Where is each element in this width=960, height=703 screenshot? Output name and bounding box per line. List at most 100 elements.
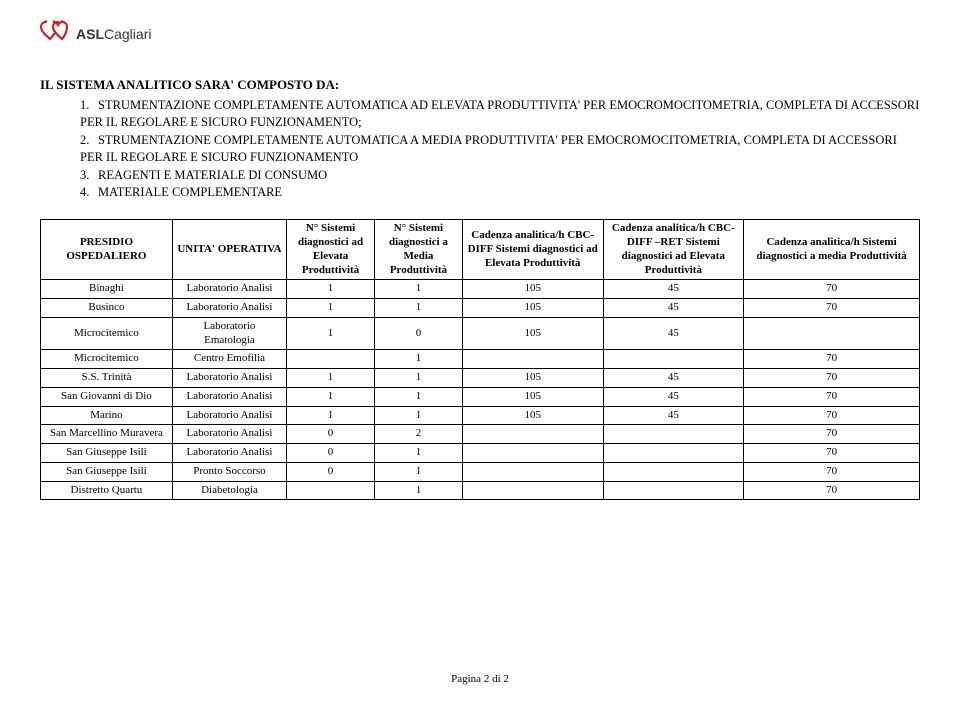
numbered-list: 1.STRUMENTAZIONE COMPLETAMENTE AUTOMATIC… — [40, 97, 920, 201]
header-logo: ASLCagliari — [40, 20, 920, 47]
cell: San Marcellino Muravera — [41, 425, 173, 444]
cell: Laboratorio Ematologia — [172, 317, 286, 350]
cell: S.S. Trinità — [41, 369, 173, 388]
cell: 70 — [744, 481, 920, 500]
logo-text: ASLCagliari — [76, 26, 151, 42]
th-cadenza-cbcdiff: Cadenza analitica/h CBC-DIFF Sistemi dia… — [462, 220, 603, 280]
page-footer: Pagina 2 di 2 — [0, 673, 960, 685]
list-item: 1.STRUMENTAZIONE COMPLETAMENTE AUTOMATIC… — [80, 97, 920, 131]
cell: 105 — [462, 299, 603, 318]
cell: 70 — [744, 369, 920, 388]
table-row: MicrocitemicoCentro Emofilia 1 70 — [41, 350, 920, 369]
cell: 1 — [375, 406, 463, 425]
cell: 1 — [287, 280, 375, 299]
list-num: 3. — [80, 167, 98, 184]
cell: Laboratorio Analisi — [172, 387, 286, 406]
cell: Laboratorio Analisi — [172, 425, 286, 444]
table-body: BinaghiLaboratorio Analisi111054570 Busi… — [41, 280, 920, 500]
list-text: REAGENTI E MATERIALE DI CONSUMO — [98, 168, 327, 182]
cell — [287, 481, 375, 500]
cell — [462, 444, 603, 463]
cell — [603, 444, 744, 463]
cell: Microcitemico — [41, 317, 173, 350]
cell: San Giovanni di Dio — [41, 387, 173, 406]
cell: 1 — [375, 350, 463, 369]
cell: 45 — [603, 280, 744, 299]
cell: 1 — [375, 462, 463, 481]
cell: San Giuseppe Isili — [41, 444, 173, 463]
cell — [603, 350, 744, 369]
cell — [603, 425, 744, 444]
table-row: BinaghiLaboratorio Analisi111054570 — [41, 280, 920, 299]
cell: 0 — [287, 444, 375, 463]
th-cadenza-ret: Cadenza analitica/h CBC-DIFF –RET Sistem… — [603, 220, 744, 280]
cell: 105 — [462, 406, 603, 425]
table-row: San Giovanni di DioLaboratorio Analisi11… — [41, 387, 920, 406]
table-row: MicrocitemicoLaboratorio Ematologia10105… — [41, 317, 920, 350]
th-unita: UNITA' OPERATIVA — [172, 220, 286, 280]
list-num: 4. — [80, 184, 98, 201]
cell: 70 — [744, 280, 920, 299]
logo-brand-bold: ASL — [76, 26, 104, 42]
list-num: 1. — [80, 97, 98, 114]
cell: Laboratorio Analisi — [172, 444, 286, 463]
cell: Laboratorio Analisi — [172, 406, 286, 425]
list-item: 4.MATERIALE COMPLEMENTARE — [80, 184, 920, 201]
cell: Laboratorio Analisi — [172, 369, 286, 388]
list-text: MATERIALE COMPLEMENTARE — [98, 185, 282, 199]
cell: San Giuseppe Isili — [41, 462, 173, 481]
cell: 1 — [375, 481, 463, 500]
cell: 45 — [603, 317, 744, 350]
table-row: San Giuseppe IsiliLaboratorio Analisi017… — [41, 444, 920, 463]
cell: 70 — [744, 425, 920, 444]
table-header-row: PRESIDIO OSPEDALIERO UNITA' OPERATIVA N°… — [41, 220, 920, 280]
cell: Distretto Quartu — [41, 481, 173, 500]
cell — [744, 317, 920, 350]
cell: Laboratorio Analisi — [172, 280, 286, 299]
cell: Binaghi — [41, 280, 173, 299]
table-row: Distretto QuartuDiabetologia170 — [41, 481, 920, 500]
cell: 45 — [603, 406, 744, 425]
list-item: 2.STRUMENTAZIONE COMPLETAMENTE AUTOMATIC… — [80, 132, 920, 166]
list-text: STRUMENTAZIONE COMPLETAMENTE AUTOMATICA … — [80, 98, 919, 129]
cell: 70 — [744, 462, 920, 481]
cell: Microcitemico — [41, 350, 173, 369]
th-n-elevata: N° Sistemi diagnostici ad Elevata Produt… — [287, 220, 375, 280]
cell — [603, 481, 744, 500]
cell: Marino — [41, 406, 173, 425]
cell: 1 — [287, 299, 375, 318]
table-row: MarinoLaboratorio Analisi111054570 — [41, 406, 920, 425]
section-title: IL SISTEMA ANALITICO SARA' COMPOSTO DA: — [40, 77, 920, 93]
cell: 105 — [462, 387, 603, 406]
cell: 0 — [287, 462, 375, 481]
cell: Pronto Soccorso — [172, 462, 286, 481]
cell — [462, 462, 603, 481]
cell: 1 — [375, 387, 463, 406]
cell: 0 — [287, 425, 375, 444]
table-row: S.S. TrinitàLaboratorio Analisi111054570 — [41, 369, 920, 388]
cell: 70 — [744, 299, 920, 318]
cell: 1 — [287, 317, 375, 350]
cell: 70 — [744, 387, 920, 406]
cell: 70 — [744, 444, 920, 463]
th-presidio: PRESIDIO OSPEDALIERO — [41, 220, 173, 280]
list-item: 3.REAGENTI E MATERIALE DI CONSUMO — [80, 167, 920, 184]
cell: 1 — [375, 280, 463, 299]
cell: Centro Emofilia — [172, 350, 286, 369]
logo-icon — [40, 20, 68, 47]
list-num: 2. — [80, 132, 98, 149]
cell: 1 — [375, 369, 463, 388]
cell — [462, 481, 603, 500]
list-text: STRUMENTAZIONE COMPLETAMENTE AUTOMATICA … — [80, 133, 897, 164]
cell: 105 — [462, 280, 603, 299]
cell: 1 — [375, 299, 463, 318]
cell: 70 — [744, 350, 920, 369]
cell: 70 — [744, 406, 920, 425]
cell: 105 — [462, 317, 603, 350]
cell: 1 — [287, 387, 375, 406]
th-cadenza-media: Cadenza analitica/h Sistemi diagnostici … — [744, 220, 920, 280]
cell: 1 — [287, 369, 375, 388]
cell: Laboratorio Analisi — [172, 299, 286, 318]
cell: 2 — [375, 425, 463, 444]
table-row: BusincoLaboratorio Analisi111054570 — [41, 299, 920, 318]
